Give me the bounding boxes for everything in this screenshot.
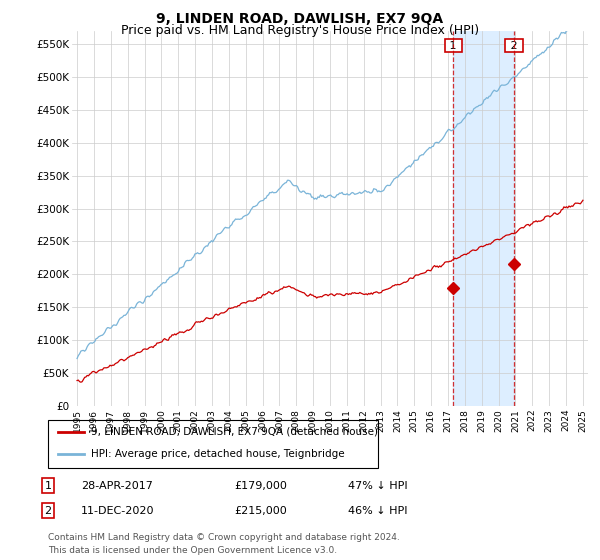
- Text: HPI: Average price, detached house, Teignbridge: HPI: Average price, detached house, Teig…: [91, 449, 344, 459]
- Bar: [454, 31, 514, 406]
- Text: 9, LINDEN ROAD, DAWLISH, EX7 9QA (detached house): 9, LINDEN ROAD, DAWLISH, EX7 9QA (detach…: [91, 427, 378, 437]
- Text: 1: 1: [446, 41, 460, 50]
- Text: Contains HM Land Registry data © Crown copyright and database right 2024.: Contains HM Land Registry data © Crown c…: [48, 533, 400, 542]
- Text: 46% ↓ HPI: 46% ↓ HPI: [348, 506, 407, 516]
- Text: 9, LINDEN ROAD, DAWLISH, EX7 9QA: 9, LINDEN ROAD, DAWLISH, EX7 9QA: [157, 12, 443, 26]
- Text: 11-DEC-2020: 11-DEC-2020: [81, 506, 155, 516]
- Text: Price paid vs. HM Land Registry's House Price Index (HPI): Price paid vs. HM Land Registry's House …: [121, 24, 479, 36]
- Text: £179,000: £179,000: [234, 480, 287, 491]
- Text: 28-APR-2017: 28-APR-2017: [81, 480, 153, 491]
- Text: 2: 2: [507, 41, 521, 50]
- Text: 47% ↓ HPI: 47% ↓ HPI: [348, 480, 407, 491]
- Text: This data is licensed under the Open Government Licence v3.0.: This data is licensed under the Open Gov…: [48, 546, 337, 555]
- Text: 2: 2: [44, 506, 52, 516]
- Text: £215,000: £215,000: [234, 506, 287, 516]
- Text: 1: 1: [44, 480, 52, 491]
